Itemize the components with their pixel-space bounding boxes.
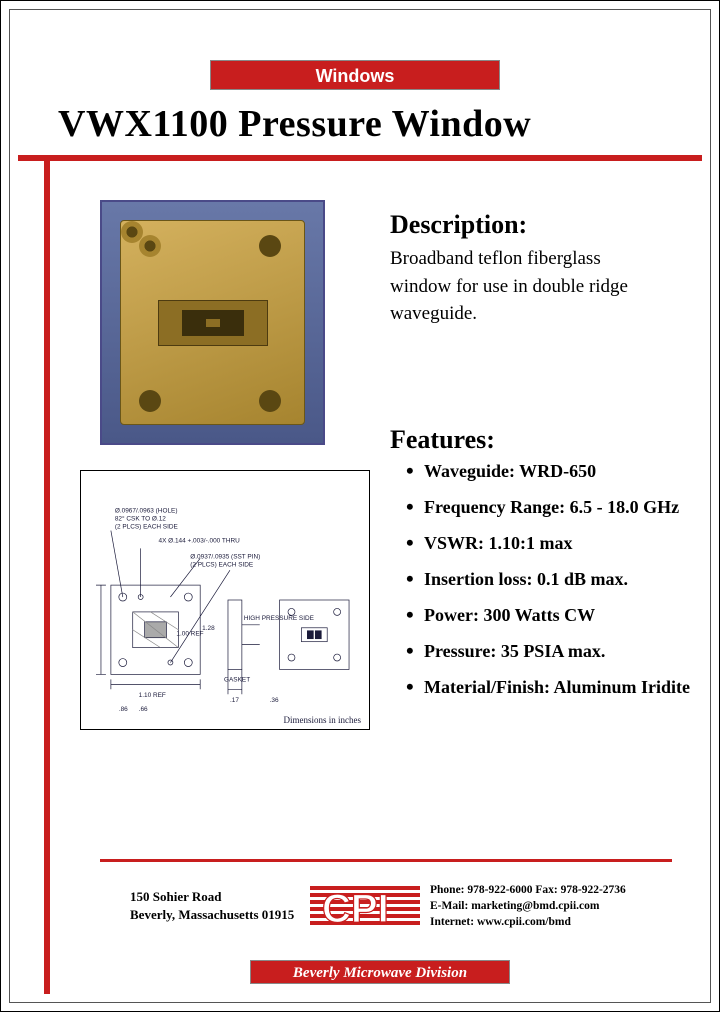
dim: .17	[230, 697, 239, 704]
cpi-logo: CPI	[310, 880, 420, 932]
page-title: VWX1100 Pressure Window	[58, 102, 531, 146]
feature-item: Waveguide: WRD-650	[406, 462, 716, 480]
feature-item: VSWR: 1.10:1 max	[406, 534, 716, 552]
dimension-diagram: Ø.0967/.0963 (HOLE) 82° CSK TO Ø.12 (2 P…	[80, 470, 370, 730]
description-heading: Description:	[390, 210, 527, 240]
note: Ø.0937/.0935 (SST PIN)	[190, 553, 260, 560]
dim: 1.28	[202, 625, 215, 632]
note: (2 PLCS) EACH SIDE	[190, 561, 254, 568]
address: 150 Sohier Road Beverly, Massachusetts 0…	[130, 888, 294, 924]
contact-block: Phone: 978-922-6000 Fax: 978-922-2736 E-…	[430, 882, 626, 930]
contact-line: Phone: 978-922-6000 Fax: 978-922-2736	[430, 882, 626, 898]
dim: .36	[270, 697, 279, 704]
features-heading: Features:	[390, 425, 495, 455]
label: HIGH PRESSURE SIDE	[244, 615, 315, 622]
note: 4X Ø.144 +.003/-.000 THRU	[159, 537, 241, 544]
vertical-rule	[44, 155, 50, 994]
division-banner: Beverly Microwave Division	[250, 960, 510, 984]
page-frame: Windows VWX1100 Pressure Window	[9, 9, 711, 1003]
features-list: Waveguide: WRD-650 Frequency Range: 6.5 …	[406, 462, 716, 714]
note: Ø.0967/.0963 (HOLE)	[115, 508, 178, 515]
contact-line: E-Mail: marketing@bmd.cpii.com	[430, 898, 626, 914]
contact-line: Internet: www.cpii.com/bmd	[430, 914, 626, 930]
note: 82° CSK TO Ø.12	[115, 515, 166, 523]
category-banner: Windows	[210, 60, 500, 90]
feature-item: Material/Finish: Aluminum Iridite	[406, 678, 716, 696]
footer-rule	[100, 859, 672, 862]
horizontal-rule	[18, 155, 702, 161]
dim: .66	[139, 706, 148, 713]
address-line: Beverly, Massachusetts 01915	[130, 906, 294, 924]
description-body: Broadband teflon fiberglass window for u…	[390, 245, 660, 328]
feature-item: Power: 300 Watts CW	[406, 606, 716, 624]
address-line: 150 Sohier Road	[130, 888, 294, 906]
label: GASKET	[224, 676, 250, 683]
feature-item: Insertion loss: 0.1 dB max.	[406, 570, 716, 588]
feature-item: Pressure: 35 PSIA max.	[406, 642, 716, 660]
dim: 1.00 REF	[176, 631, 203, 638]
feature-item: Frequency Range: 6.5 - 18.0 GHz	[406, 498, 716, 516]
diagram-caption: Dimensions in inches	[284, 715, 362, 725]
double-ridge	[182, 310, 244, 336]
dim: .86	[119, 706, 128, 713]
note: (2 PLCS) EACH SIDE	[115, 524, 179, 531]
dim: 1.10 REF	[139, 692, 166, 699]
logo-text: CPI	[322, 887, 389, 931]
product-photo	[100, 200, 325, 445]
